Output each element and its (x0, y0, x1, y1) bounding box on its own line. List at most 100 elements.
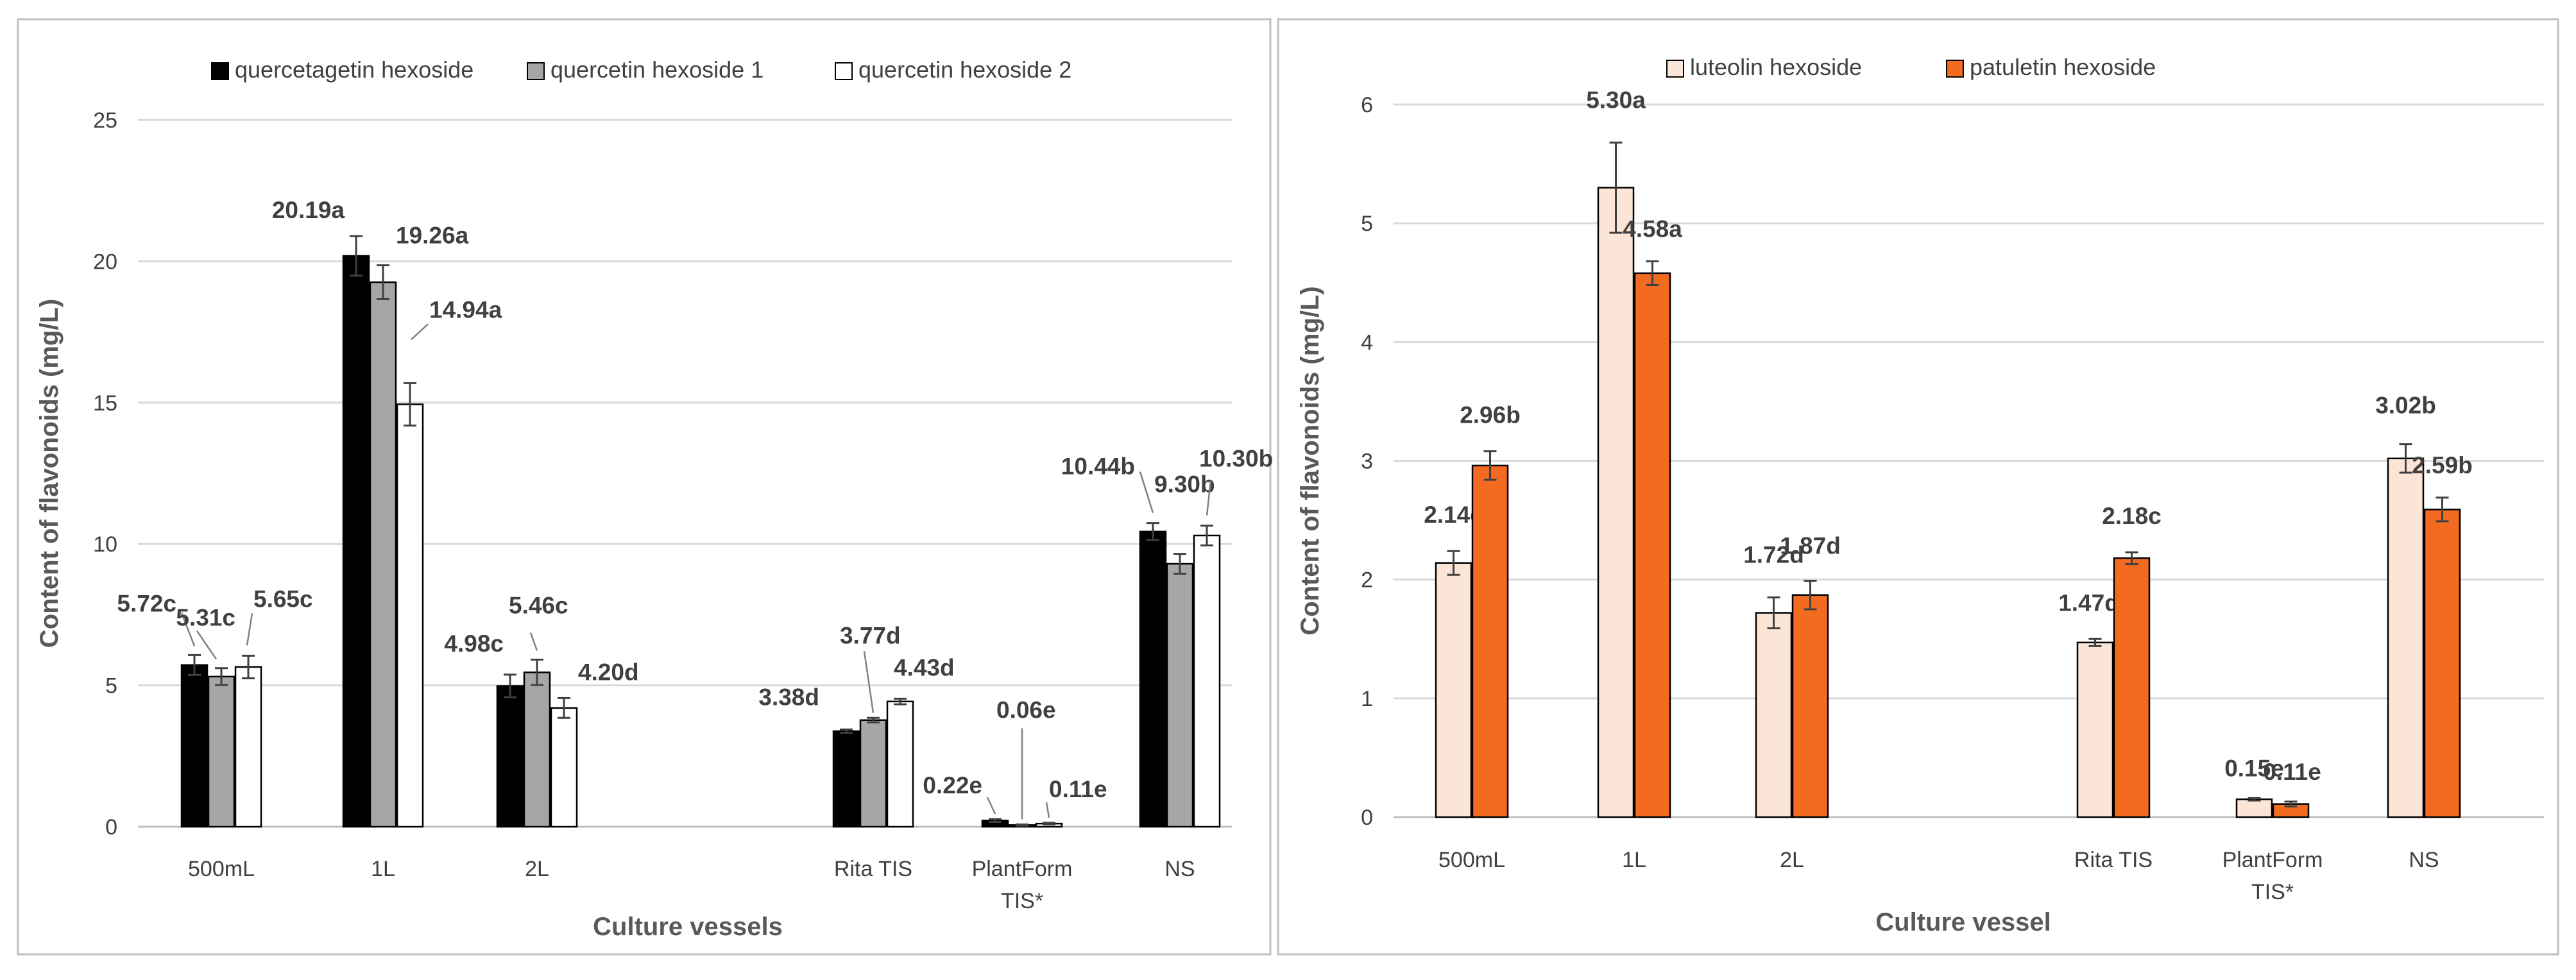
right-data-label: 1.72d (1743, 541, 1804, 568)
left-bar-quercetin-hexoside-2 (396, 403, 424, 828)
left-data-label: 19.26a (396, 223, 469, 249)
right-y-tick-label: 6 (1361, 93, 1373, 117)
left-x-tick-label: 2L (525, 857, 549, 881)
left-legend-swatch (211, 62, 229, 80)
right-data-label: 0.11e (2263, 759, 2321, 785)
left-legend-swatch (835, 62, 853, 80)
left-chart: 0 5 10 15 20 25 Content of flavonoids (mg/L) Cu… (35, 56, 1273, 941)
left-data-label: 14.94a (429, 296, 502, 323)
left-label-leader-line (246, 613, 253, 646)
right-bar-luteolin-hexoside (2387, 457, 2425, 818)
left-x-tick-label: Rita TIS (834, 857, 912, 881)
left-data-label: 5.31c (176, 605, 235, 631)
left-data-label: 4.98c (444, 630, 504, 657)
left-x-axis-title: Culture vessels (593, 913, 783, 941)
left-bar-quercetin-hexoside-1 (523, 672, 551, 828)
left-label-leader-line (1139, 471, 1154, 513)
left-bar-quercetin-hexoside-1 (369, 281, 397, 828)
left-x-tick-label: 500mL (188, 857, 255, 881)
right-x-tick-label: 500mL (1438, 848, 1505, 872)
right-y-tick-label: 5 (1361, 212, 1373, 236)
left-bar-quercetagetin-hexoside (1139, 530, 1167, 828)
right-legend-swatch (1946, 60, 1964, 78)
right-legend-label: patuletin hexoside (1970, 54, 2156, 80)
left-bar-quercetin-hexoside-1 (859, 719, 887, 828)
left-label-leader-line (529, 632, 538, 651)
left-bar-quercetagetin-hexoside (832, 730, 860, 828)
right-y-axis-title: Content of flavonoids (mg/L) (1296, 286, 1324, 635)
right-legend-swatch (1666, 60, 1684, 78)
right-bar-patuletin-hexoside (2113, 557, 2151, 818)
left-bar-quercetin-hexoside-2 (1193, 534, 1221, 828)
left-data-label: 5.46c (509, 592, 568, 618)
left-y-tick-label: 0 (105, 815, 117, 840)
right-y-tick-label: 4 (1361, 330, 1373, 355)
left-bar-quercetin-hexoside-1 (1166, 562, 1194, 828)
left-y-tick-label: 20 (93, 249, 117, 274)
left-bar-quercetin-hexoside-2 (234, 666, 262, 828)
left-label-leader-line (1045, 802, 1050, 818)
left-x-tick-label: NS (1164, 857, 1195, 881)
right-y-tick-label: 3 (1361, 450, 1373, 474)
left-data-label: 4.43d (894, 654, 955, 680)
right-bar-luteolin-hexoside (2076, 641, 2114, 818)
right-y-tick-label: 2 (1361, 568, 1373, 593)
left-x-tick-label: 1L (371, 857, 395, 881)
left-legend-label: quercetagetin hexoside (235, 56, 473, 83)
left-y-tick-label: 5 (105, 674, 117, 698)
right-data-label: 1.87d (1780, 533, 1841, 559)
right-bar-luteolin-hexoside (2235, 798, 2273, 818)
right-x-tick-label: Rita TIS (2074, 848, 2153, 872)
right-bar-patuletin-hexoside (1791, 594, 1829, 818)
right-data-label: 2.18c (2102, 503, 2162, 529)
right-bar-patuletin-hexoside (2423, 509, 2461, 818)
left-y-axis-title: Content of flavonoids (mg/L) (35, 299, 64, 648)
right-data-label: 1.47d (2058, 589, 2119, 616)
left-data-label: 4.20d (578, 659, 639, 685)
right-y-tick-label: 1 (1361, 687, 1373, 711)
left-label-leader-line (1206, 480, 1212, 516)
left-label-leader-line (863, 651, 874, 713)
right-data-label: 5.30a (1586, 87, 1646, 113)
right-legend-label: luteolin hexoside (1690, 54, 1862, 80)
left-data-label: 20.19a (272, 197, 345, 223)
left-data-label: 3.77d (840, 622, 901, 648)
left-y-tick-label: 10 (93, 532, 117, 557)
left-label-leader-line (411, 323, 429, 341)
left-x-tick-label: PlantForm TIS* (972, 857, 1073, 913)
right-x-axis-title: Culture vessel (1875, 908, 2051, 936)
left-label-leader-line (196, 630, 218, 660)
right-data-label: 3.02b (2375, 393, 2436, 419)
right-x-tick-label: 1L (1622, 848, 1646, 872)
left-bar-quercetin-hexoside-2 (550, 707, 578, 828)
left-bar-quercetin-hexoside-1 (207, 675, 235, 828)
right-y-tick-label: 0 (1361, 806, 1373, 830)
right-data-label: 4.58a (1623, 215, 1682, 242)
left-data-label: 3.38d (758, 684, 819, 710)
right-chart: 0 1 2 3 4 5 6 Content of flavonoids (mg/L) Cultu… (1296, 54, 2544, 936)
right-bar-luteolin-hexoside (1435, 562, 1472, 818)
left-bar-quercetagetin-hexoside (180, 664, 209, 828)
left-y-tick-label: 25 (93, 108, 117, 133)
left-bar-quercetagetin-hexoside (342, 255, 370, 828)
right-bar-patuletin-hexoside (1471, 464, 1509, 818)
left-legend-label: quercetin hexoside 2 (858, 56, 1071, 83)
left-data-label: 5.65c (253, 586, 313, 612)
left-data-label: 9.30b (1154, 471, 1215, 498)
right-data-label: 2.96b (1460, 402, 1521, 428)
left-data-label: 10.44b (1061, 453, 1135, 480)
right-bar-luteolin-hexoside (1755, 612, 1793, 818)
left-data-label: 0.06e (996, 697, 1056, 723)
right-bar-luteolin-hexoside (1597, 187, 1635, 818)
left-label-leader-line (986, 797, 996, 815)
left-bar-quercetagetin-hexoside (496, 685, 524, 828)
left-data-label: 10.30b (1199, 446, 1273, 472)
left-bar-quercetin-hexoside-2 (886, 700, 914, 828)
left-y-tick-label: 15 (93, 391, 117, 416)
left-legend-swatch (527, 62, 545, 80)
right-data-label: 0.15e (2224, 755, 2284, 781)
left-data-label: 5.72c (117, 590, 176, 616)
right-bar-patuletin-hexoside (1633, 272, 1671, 818)
left-legend-label: quercetin hexoside 1 (550, 56, 763, 83)
